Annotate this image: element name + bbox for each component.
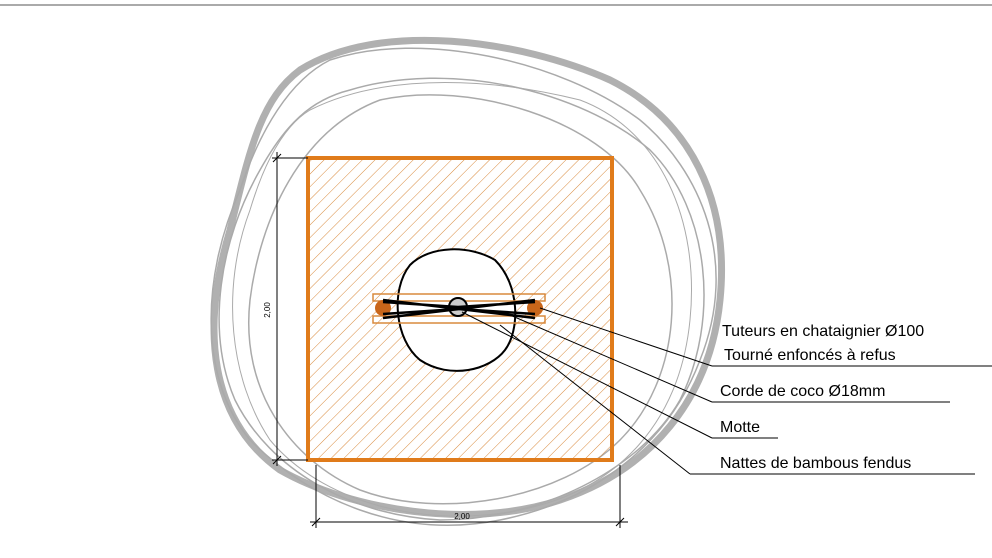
stakes: [372, 293, 546, 324]
planting-square: [306, 156, 614, 462]
label: Tourné enfoncés à refus: [724, 347, 896, 364]
height-dimension: 2,00: [263, 302, 272, 318]
label: Motte: [720, 419, 760, 436]
label: Nattes de bambous fendus: [720, 455, 911, 472]
leader-lines: [461, 307, 992, 475]
label: Tuteurs en chataignier Ø100: [722, 323, 924, 340]
dimension-lines: [272, 152, 628, 528]
vegetation: [210, 36, 725, 526]
width-dimension: 2,00: [454, 512, 470, 521]
label: Corde de coco Ø18mm: [720, 383, 885, 400]
